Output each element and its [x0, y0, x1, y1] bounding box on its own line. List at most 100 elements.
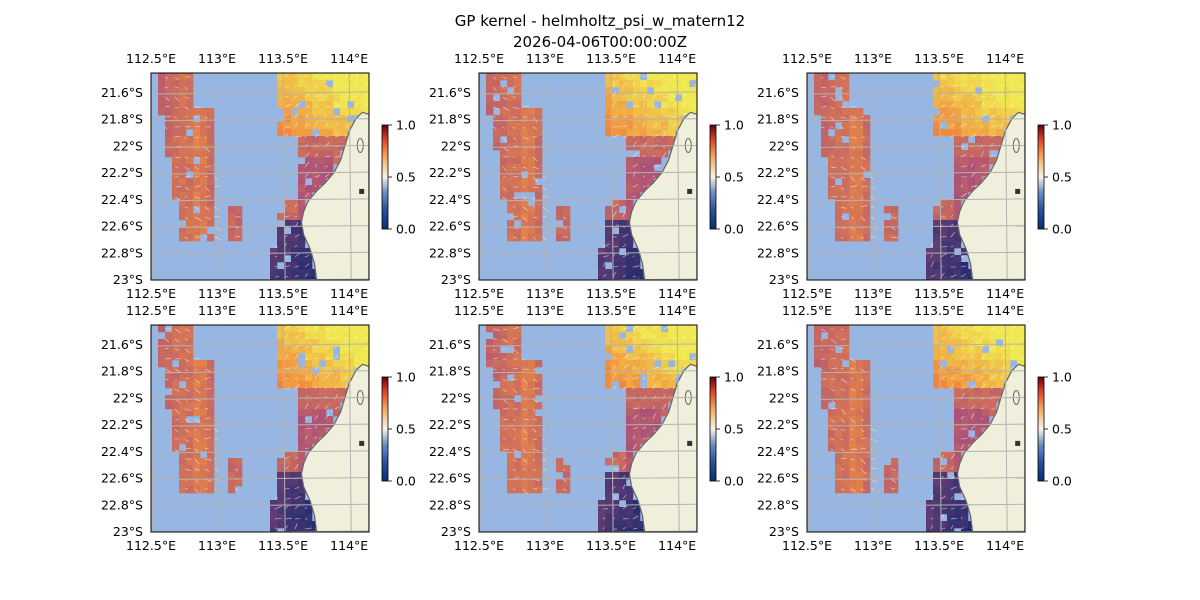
heatmap-cell	[842, 479, 850, 487]
heatmap-cell	[521, 374, 529, 382]
heatmap-cell	[633, 122, 641, 130]
heatmap-cell	[640, 353, 648, 361]
heatmap-cell	[1017, 339, 1025, 347]
heatmap-cell	[493, 353, 501, 361]
quiver-arrow	[860, 408, 864, 412]
heatmap-cell	[535, 129, 543, 137]
quiver-arrow	[294, 334, 301, 340]
heatmap-cell	[647, 143, 655, 151]
heatmap-cell	[305, 157, 313, 165]
heatmap-cell	[835, 108, 843, 116]
heatmap-cell	[172, 122, 180, 130]
lat-tick-label: 23°S	[113, 272, 143, 287]
quiver-arrow	[314, 164, 317, 168]
grid-line-lat	[151, 198, 369, 202]
heatmap-cell	[500, 423, 508, 431]
quiver-arrow	[960, 386, 967, 390]
heatmap-cell	[633, 521, 641, 529]
heatmap-cell	[1003, 332, 1011, 340]
heatmap-cell	[989, 143, 997, 151]
heatmap-cell	[954, 500, 962, 508]
quiver-arrow	[632, 114, 638, 118]
heatmap-cell	[891, 458, 899, 466]
heatmap-cell	[535, 192, 543, 200]
quiver-arrow	[960, 506, 967, 510]
quiver-arrow	[850, 418, 856, 424]
quiver-arrow	[860, 136, 865, 139]
heatmap-cell	[1003, 87, 1011, 95]
grid-line-lat	[151, 396, 369, 400]
heatmap-cell	[361, 339, 369, 347]
heatmap-cell	[668, 108, 676, 116]
heatmap-cell	[954, 339, 962, 347]
quiver-arrow	[840, 367, 844, 370]
quiver-arrow	[1020, 346, 1023, 350]
heatmap-cell	[821, 360, 829, 368]
quiver-arrow	[174, 357, 181, 360]
colorbar-tick-label: 1.0	[724, 370, 744, 385]
heatmap-cell	[961, 374, 969, 382]
heatmap-cell	[633, 430, 641, 438]
heatmap-cell	[521, 472, 529, 480]
heatmap-cell	[528, 486, 536, 494]
colorbar-gradient	[1037, 124, 1045, 230]
quiver-arrow	[532, 458, 536, 462]
quiver-arrow	[174, 448, 179, 453]
heatmap-cell	[347, 108, 355, 116]
heatmap-cell	[312, 157, 320, 165]
heatmap-cell	[207, 199, 215, 207]
heatmap-cell	[961, 360, 969, 368]
quiver-arrow	[502, 328, 508, 331]
heatmap-cell	[507, 192, 515, 200]
heatmap-cell	[947, 486, 955, 494]
lat-tick-label: 22.8°S	[101, 245, 143, 260]
heatmap-cell	[926, 269, 934, 277]
heatmap-cell	[626, 192, 634, 200]
quiver-arrow	[492, 126, 497, 130]
heatmap-cell	[186, 220, 194, 228]
heatmap-cell	[605, 339, 613, 347]
heatmap-cell	[982, 423, 990, 431]
heatmap-cell	[975, 136, 983, 144]
heatmap-cell	[654, 339, 662, 347]
heatmap-cell	[842, 451, 850, 459]
heatmap-cell	[1003, 108, 1011, 116]
quiver-arrow	[314, 357, 320, 360]
quiver-arrow	[204, 368, 210, 372]
heatmap-cell	[612, 360, 620, 368]
heatmap-cell	[675, 101, 683, 109]
heatmap-cell	[947, 500, 955, 508]
quiver-arrow	[940, 366, 943, 370]
heatmap-cell	[940, 129, 948, 137]
heatmap-cell	[835, 444, 843, 452]
heatmap-cell	[305, 381, 313, 389]
heatmap-cell	[668, 395, 676, 403]
heatmap-cell	[305, 500, 313, 508]
heatmap-cell	[842, 374, 850, 382]
heatmap-cell	[500, 430, 508, 438]
colorbar-tick-label: 0.5	[724, 170, 744, 185]
heatmap-cell	[975, 157, 983, 165]
quiver-arrow	[950, 486, 957, 490]
quiver-arrow	[622, 243, 627, 248]
heatmap-cell	[298, 248, 306, 256]
heatmap-cell	[333, 395, 341, 403]
heatmap-cell	[968, 87, 976, 95]
heatmap-cell	[179, 472, 187, 480]
heatmap-cell	[333, 101, 341, 109]
heatmap-cell	[514, 339, 522, 347]
heatmap-cell	[514, 73, 522, 81]
heatmap-cell	[626, 493, 634, 501]
quiver-arrow	[622, 355, 629, 360]
heatmap-cell	[326, 402, 334, 410]
quiver-arrow	[354, 326, 358, 330]
heatmap-cell	[975, 108, 983, 116]
heatmap-cell	[633, 269, 641, 277]
heatmap-cell	[835, 150, 843, 158]
quiver-arrow	[642, 113, 650, 118]
heatmap-cell	[954, 479, 962, 487]
heatmap-cell	[835, 136, 843, 144]
grid-line-lon	[216, 73, 220, 280]
quiver-arrow	[304, 74, 309, 78]
quiver-arrow	[304, 325, 309, 330]
